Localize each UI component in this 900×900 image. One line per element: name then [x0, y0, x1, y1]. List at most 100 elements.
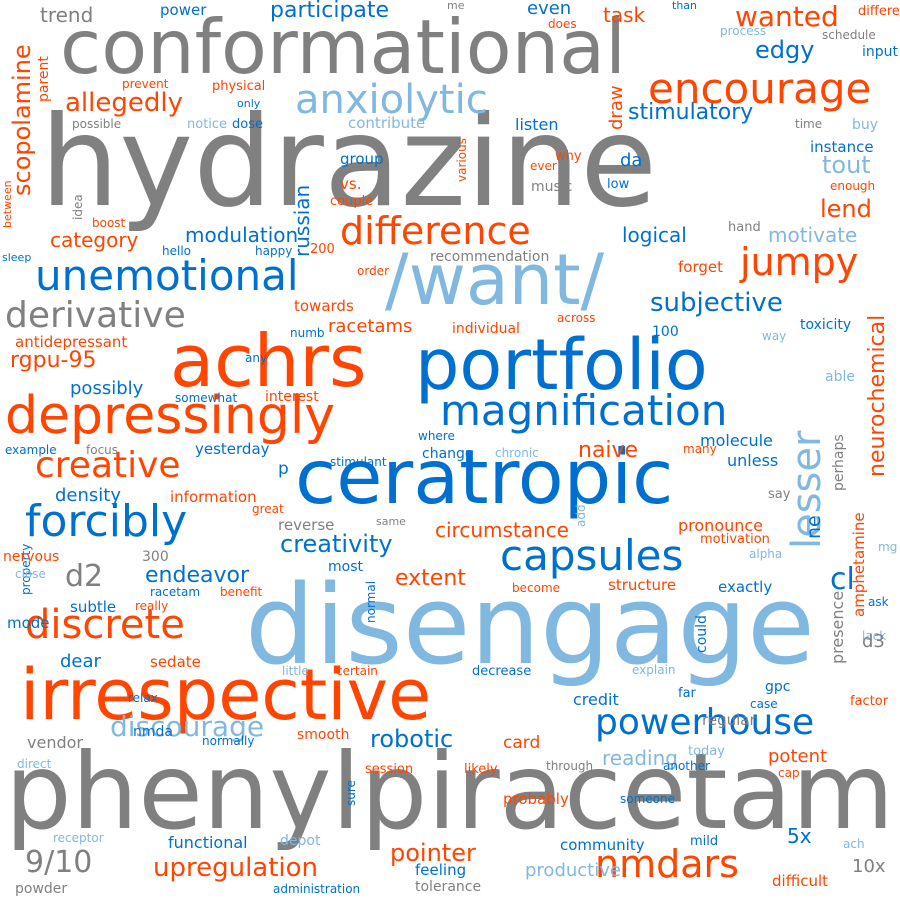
cloud-word: functional — [168, 833, 248, 852]
cloud-word: time — [795, 117, 823, 131]
cloud-word: difference — [340, 209, 531, 253]
cloud-word: lack — [862, 629, 887, 643]
cloud-word: antidepressant — [15, 333, 128, 351]
cloud-word: task — [603, 3, 646, 27]
cloud-word: portfolio — [415, 324, 708, 406]
cloud-word: ever — [530, 159, 557, 173]
cloud-word: russian — [290, 184, 314, 257]
cloud-word: close — [15, 567, 46, 581]
cloud-word: reading — [602, 746, 678, 770]
cloud-word: forcibly — [25, 496, 188, 547]
cloud-word: possibly — [70, 378, 144, 399]
cloud-word: nervous — [3, 549, 60, 565]
cloud-word: structure — [608, 576, 677, 594]
cloud-word: cap — [778, 766, 800, 780]
cloud-word: across — [557, 311, 596, 325]
cloud-word: happy — [255, 244, 293, 258]
cloud-word: say — [768, 487, 791, 502]
cloud-word: hello — [162, 244, 191, 258]
cloud-word: neurochemical — [865, 314, 890, 477]
cloud-word: mode — [7, 614, 50, 632]
cloud-word: ask — [868, 595, 889, 609]
cloud-word: same — [376, 515, 406, 528]
cloud-word: receptor — [53, 831, 104, 845]
cloud-word: perhaps — [831, 434, 847, 491]
cloud-word: order — [357, 264, 389, 278]
cloud-word: able — [825, 369, 855, 385]
cloud-word: scopolamine — [8, 44, 36, 196]
cloud-word: rgpu-95 — [10, 348, 97, 373]
cloud-word: only — [237, 97, 261, 110]
cloud-word: allegedly — [65, 88, 183, 118]
cloud-word: jumpy — [740, 240, 859, 284]
cloud-word: unemotional — [35, 251, 299, 300]
cloud-word: productive — [525, 860, 621, 881]
cloud-word: participate — [270, 0, 390, 23]
cloud-word: encourage — [648, 64, 872, 113]
cloud-word: factor — [850, 694, 889, 709]
cloud-word: da — [620, 150, 643, 171]
cloud-word: subtle — [70, 598, 117, 616]
cloud-word: administration — [273, 882, 361, 896]
cloud-word: 300 — [142, 549, 169, 565]
cloud-word: listen — [515, 115, 559, 134]
cloud-word: could — [694, 615, 710, 653]
cloud-word: nmda — [133, 724, 173, 740]
cloud-word: card — [503, 733, 541, 753]
cloud-word: why — [555, 149, 582, 164]
cloud-word: difficult — [772, 872, 828, 890]
cloud-word: pointer — [390, 839, 476, 867]
cloud-word: magnification — [440, 386, 728, 435]
cloud-word: instance — [810, 138, 874, 156]
cloud-word: d3 — [862, 631, 885, 652]
cloud-word: prevent — [122, 77, 169, 91]
cloud-word: edgy — [755, 36, 815, 64]
cloud-word: presence — [828, 590, 847, 664]
cloud-word: direct — [17, 757, 52, 771]
cloud-word: upregulation — [153, 853, 319, 883]
cloud-word: become — [512, 581, 561, 595]
cloud-word: community — [560, 836, 645, 854]
cloud-word: ceratropic — [295, 433, 674, 521]
cloud-word: motivate — [768, 223, 858, 247]
cloud-word: power — [160, 1, 207, 19]
cloud-word: achrs — [170, 319, 367, 403]
cloud-word: density — [55, 485, 121, 506]
cloud-word: pronounce — [678, 516, 764, 535]
cloud-word: anxiolytic — [295, 77, 488, 123]
cloud-word: smooth — [297, 727, 350, 743]
cloud-word: schedule — [822, 28, 876, 42]
cloud-word: add — [574, 504, 588, 527]
cloud-word: endeavor — [145, 563, 249, 588]
cloud-word: logical — [622, 223, 687, 247]
cloud-word: session — [365, 762, 414, 777]
cloud-word: me — [447, 0, 465, 12]
cloud-word: stimulant — [330, 455, 387, 469]
cloud-word: tolerance — [415, 879, 482, 895]
cloud-word: tout — [822, 151, 871, 179]
cloud-word: feeling — [415, 861, 467, 879]
cloud-word: where — [418, 429, 455, 443]
cloud-word: depressingly — [5, 386, 336, 446]
cloud-word: various — [455, 138, 469, 182]
cloud-word: little — [282, 664, 309, 678]
cloud-word: trend — [40, 3, 94, 27]
cloud-word: mild — [690, 834, 719, 849]
cloud-word: dose — [232, 117, 263, 132]
cloud-word: explain — [632, 663, 676, 677]
cloud-word: 9/10 — [25, 845, 93, 880]
cloud-word: recommendation — [430, 249, 550, 265]
cloud-word: cl — [830, 562, 855, 597]
cloud-word: motivation — [700, 532, 770, 547]
cloud-word: conformational — [60, 3, 626, 91]
cloud-word: between — [1, 180, 14, 228]
cloud-word: enough — [830, 179, 876, 193]
cloud-word: certain — [336, 664, 378, 678]
cloud-word: contribute — [348, 114, 426, 132]
cloud-word: extent — [395, 566, 466, 591]
cloud-word: idea — [71, 194, 85, 220]
cloud-word: racetams — [328, 316, 413, 337]
cloud-word: capsules — [500, 531, 684, 580]
cloud-word: many — [683, 442, 717, 456]
cloud-word: circumstance — [435, 518, 569, 542]
